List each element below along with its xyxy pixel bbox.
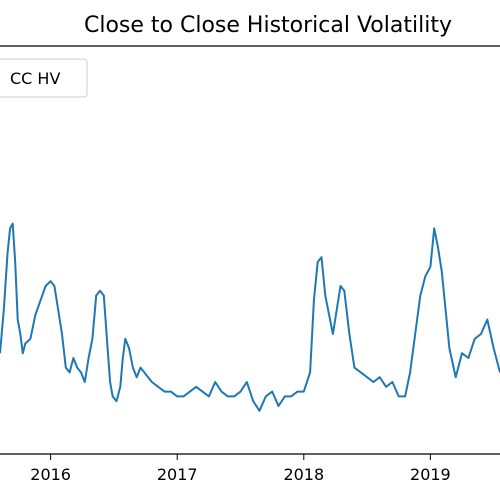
x-tick-label: 2017 — [157, 465, 198, 484]
x-axis-ticks: 2016 2017 2018 2019 — [30, 454, 451, 484]
x-tick-label: 2016 — [30, 465, 71, 484]
legend: CC HV — [0, 58, 88, 98]
axes-frame — [0, 45, 500, 455]
legend-box — [0, 58, 88, 98]
legend-label-cc-hv: CC HV — [10, 69, 60, 88]
chart-title: Close to Close Historical Volatility — [84, 13, 452, 38]
series-line-cc-hv — [0, 222, 500, 412]
x-tick-label: 2019 — [410, 465, 451, 484]
x-tick-label: 2018 — [283, 465, 324, 484]
